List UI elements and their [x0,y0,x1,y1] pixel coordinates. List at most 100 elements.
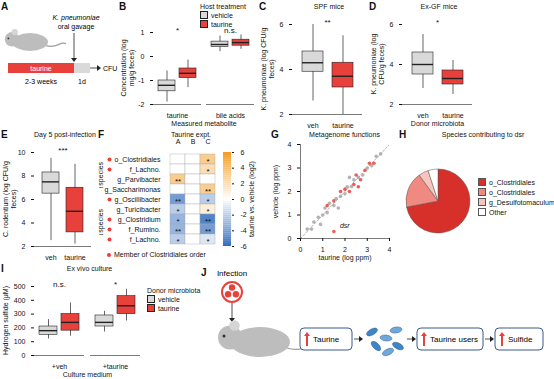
svg-text:**: ** [205,187,211,196]
svg-text:-1: -1 [138,77,144,84]
html-text:C. rodentium (log CFU/g feces): C. rodentium (log CFU/g feces) [2,161,17,237]
svg-text:*: * [176,207,179,216]
svg-text:6: 6 [280,21,284,28]
svg-text:C: C [205,138,210,145]
svg-text:8: 8 [22,172,26,179]
svg-text:4: 4 [288,141,292,148]
svg-text:*: * [206,197,209,206]
svg-text:Measured metabolite: Measured metabolite [171,120,236,127]
svg-text:1: 1 [141,29,145,36]
svg-text:***: *** [58,146,67,155]
svg-text:6: 6 [241,149,245,156]
svg-text:0: 0 [299,246,303,253]
svg-text:taurine (log ppm): taurine (log ppm) [319,254,372,262]
svg-text:taurine: taurine [442,112,464,119]
svg-text:n.s.: n.s. [53,280,66,289]
svg-text:taurine: taurine [332,122,354,129]
svg-text:Taurine: Taurine [313,335,340,344]
svg-text:1d: 1d [78,78,86,85]
svg-text:bile acids: bile acids [216,112,246,119]
svg-text:300: 300 [14,310,26,317]
svg-text:vehicle (log ppm): vehicle (log ppm) [272,165,280,218]
svg-text:g_Saccharimonas: g_Saccharimonas [104,186,161,194]
svg-text:0: 0 [22,352,26,359]
svg-text:veh: veh [417,112,428,119]
svg-text:4: 4 [390,61,394,68]
svg-text:-2: -2 [241,211,247,218]
svg-text:-6: -6 [241,243,247,250]
svg-text:**: ** [175,197,181,206]
svg-text:*: * [206,157,209,166]
svg-text:4: 4 [22,219,26,226]
svg-text:**: ** [205,227,211,236]
svg-text:taurine: taurine [64,254,86,261]
svg-text:-2: -2 [138,101,144,108]
svg-text:CFU: CFU [103,65,117,72]
svg-text:0: 0 [141,53,145,60]
svg-text:*: * [176,26,179,35]
svg-text:1: 1 [321,246,325,253]
svg-text:3: 3 [365,246,369,253]
svg-text:Infection: Infection [217,269,247,278]
svg-text:0: 0 [241,196,245,203]
svg-text:g_Turicibacter: g_Turicibacter [116,206,161,214]
svg-text:A: A [176,138,181,145]
svg-text:**: ** [175,227,181,236]
svg-text:400: 400 [14,297,26,304]
svg-text:B: B [191,138,196,145]
svg-text:1: 1 [288,211,292,218]
svg-text:2: 2 [241,180,245,187]
svg-text:6: 6 [22,196,26,203]
svg-text:+taurine: +taurine [103,363,129,370]
svg-text:2-3 weeks: 2-3 weeks [25,78,57,85]
svg-text:oral gavage: oral gavage [58,23,95,31]
svg-text:g_Clostridium: g_Clostridium [118,216,161,224]
svg-text:4: 4 [388,246,392,253]
svg-text:o_Clostridiales: o_Clostridiales [115,156,161,164]
svg-text:Culture medium: Culture medium [63,371,113,378]
svg-text:Taurine users: Taurine users [430,335,478,344]
svg-text:3: 3 [288,164,292,171]
svg-text:*: * [206,207,209,216]
svg-text:-4: -4 [241,227,247,234]
svg-text:2: 2 [22,243,26,250]
svg-text:100: 100 [14,338,26,345]
svg-text:200: 200 [14,324,26,331]
svg-text:4: 4 [241,164,245,171]
svg-text:*: * [114,280,117,289]
html-text:K. pneumoniae (log CFU/g feces: K. pneumoniae (log CFU/g feces) [260,27,275,111]
svg-text:6: 6 [390,21,394,28]
html-text:Concentration (log mg/g feces): Concentration (log mg/g feces) [120,39,135,97]
html-text:K. pneumoniae (log CFU/g feces: K. pneumoniae (log CFU/g feces) [370,33,385,95]
svg-text:*: * [206,167,209,176]
svg-text:4: 4 [280,66,284,73]
svg-text:+veh: +veh [52,363,67,370]
svg-text:K. pneumoniae: K. pneumoniae [52,14,99,22]
svg-text:2: 2 [343,246,347,253]
svg-text:taurine: taurine [30,65,52,72]
svg-text:Sulfide: Sulfide [508,335,533,344]
svg-text:**: ** [175,177,181,186]
svg-text:2: 2 [288,188,292,195]
svg-text:10: 10 [18,149,26,156]
svg-text:2: 2 [390,101,394,108]
svg-text:*: * [436,18,439,27]
svg-text:f_Rumino.: f_Rumino. [129,226,161,234]
svg-text:*: * [176,217,179,226]
svg-text:2: 2 [280,111,284,118]
svg-text:veh: veh [45,254,56,261]
svg-text:**: ** [324,18,330,27]
svg-text:g_Parvibacter: g_Parvibacter [117,176,161,184]
svg-text:taurine: taurine [167,112,189,119]
svg-text:0: 0 [288,235,292,242]
svg-text:*: * [206,237,209,246]
svg-text:500: 500 [14,283,26,290]
svg-text:veh: veh [307,122,318,129]
svg-text:g_Oscillibacter: g_Oscillibacter [115,196,162,204]
svg-text:f_Lachno.: f_Lachno. [130,236,161,244]
svg-text:dsr: dsr [340,222,350,229]
svg-text:Donor microbiota: Donor microbiota [411,120,464,127]
svg-text:*: * [176,237,179,246]
svg-text:f_Lachno.: f_Lachno. [130,166,161,174]
svg-text:**: ** [205,217,211,226]
